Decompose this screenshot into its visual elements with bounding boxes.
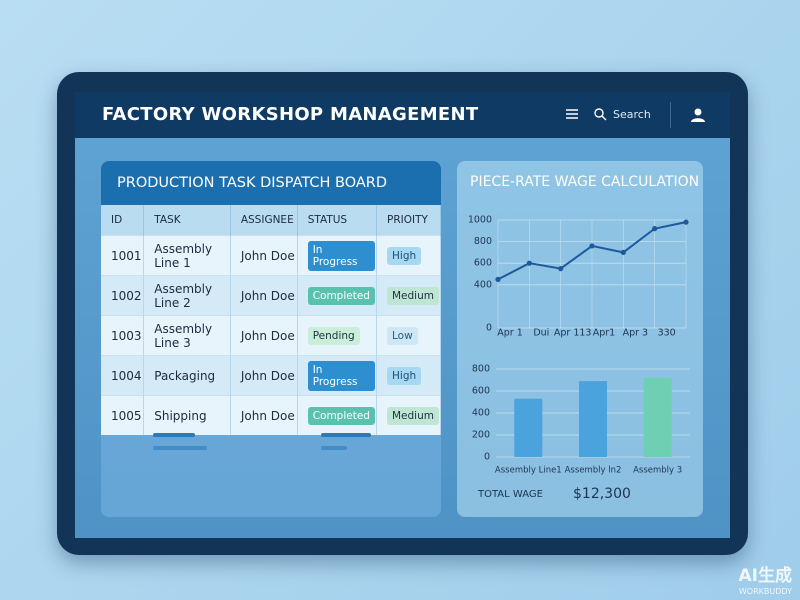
priority-badge: High [387, 246, 422, 265]
cell: 1005 [101, 395, 145, 435]
user-icon[interactable] [690, 107, 706, 123]
priority-badge: Low [387, 326, 418, 345]
x-tick-label: Apr 3 [623, 328, 649, 339]
bar [643, 377, 672, 457]
decor-line [321, 433, 371, 437]
point [683, 219, 689, 225]
cell: Medium [376, 395, 441, 435]
dispatch-board: PRODUCTION TASK DISPATCH BOARD ID TASK A… [101, 161, 441, 517]
point [558, 266, 564, 272]
y-tick-label: 800 [472, 364, 490, 375]
cell: In Progress [297, 355, 378, 396]
wage-title: PIECE-RATE WAGE CALCULATION [470, 174, 700, 190]
x-tick-label: Assembly ln2 [565, 466, 622, 476]
status-badge: Completed [307, 406, 375, 425]
y-tick-label: 400 [474, 279, 492, 290]
cell: 1003 [101, 315, 145, 356]
point [495, 276, 501, 282]
point [620, 249, 626, 255]
status-badge: Completed [307, 286, 375, 305]
total-label: TOTAL WAGE [477, 489, 543, 500]
wage-charts: TOTAL WAGE $12,300 0 400 600 800 1000 Apr 1 Du… [468, 215, 690, 502]
col-header: ASSIGNEE [230, 205, 298, 236]
status-badge: Pending [307, 326, 360, 345]
bar [579, 381, 607, 457]
divider [670, 102, 671, 128]
point [589, 243, 595, 249]
task-row[interactable]: 1004 Packaging John Doe In Progress High [101, 355, 441, 396]
menu-icon[interactable] [565, 108, 579, 120]
cell: High [376, 235, 441, 276]
status-badge: In Progress [307, 360, 375, 391]
y-tick-label: 200 [472, 430, 490, 441]
cell: High [376, 355, 441, 396]
search-icon[interactable] [593, 107, 607, 121]
col-header: ID [101, 205, 145, 236]
cell: Assembly Line 1 [143, 235, 231, 276]
col-header: TASK [143, 205, 231, 236]
cell: Completed [297, 275, 378, 316]
priority-badge: Medium [387, 286, 439, 305]
cell: 1001 [101, 235, 145, 276]
y-tick-label: 1000 [468, 215, 492, 226]
col-header: PRIOITY [376, 205, 441, 236]
decor-line [153, 446, 207, 450]
screen: FACTORY WORKSHOP MANAGEMENT Search PRODU… [75, 92, 730, 538]
task-row[interactable]: 1003 Assembly Line 3 John Doe Pending Low [101, 315, 441, 356]
cell: In Progress [297, 235, 378, 276]
status-badge: In Progress [307, 240, 375, 271]
task-row[interactable]: 1001 Assembly Line 1 John Doe In Progress Hi… [101, 235, 441, 276]
watermark: AI生成 [738, 566, 792, 586]
cell: 1004 [101, 355, 145, 396]
cell: Pending [297, 315, 378, 356]
cell: John Doe [230, 275, 298, 316]
cell: Shipping [143, 395, 231, 435]
x-tick-label: Assembly 3 [633, 466, 682, 476]
cell: John Doe [230, 395, 298, 435]
y-tick-label: 800 [474, 236, 492, 247]
app-title: FACTORY WORKSHOP MANAGEMENT [102, 104, 479, 125]
priority-badge: Medium [387, 406, 439, 425]
cell: John Doe [230, 315, 298, 356]
y-tick-label: 400 [472, 408, 490, 419]
y-tick-label: 0 [484, 452, 490, 463]
x-tick-label: Dui [533, 328, 549, 339]
cell: Medium [376, 275, 441, 316]
x-tick-label: Apr1 [593, 328, 615, 339]
x-tick-label: Apr 1 [497, 328, 523, 339]
cell: 1002 [101, 275, 145, 316]
watermark-sub: WORKBUDDY [738, 587, 792, 596]
decor-line [321, 446, 347, 450]
cell: Packaging [143, 355, 231, 396]
cell: Assembly Line 2 [143, 275, 231, 316]
header: FACTORY WORKSHOP MANAGEMENT Search [75, 92, 730, 138]
x-tick-label: Apr 113 [554, 328, 592, 339]
cell: Assembly Line 3 [143, 315, 231, 356]
task-table: ID TASK ASSIGNEE STATUS PRIOITY 1001 Asse… [101, 205, 441, 435]
y-tick-label: 600 [474, 258, 492, 269]
board-title: PRODUCTION TASK DISPATCH BOARD [101, 161, 441, 205]
priority-badge: High [387, 366, 422, 385]
y-tick-label: 0 [486, 323, 492, 334]
wage-panel: PIECE-RATE WAGE CALCULATION TOTAL WAGE $… [457, 161, 703, 517]
point [652, 226, 658, 232]
search-input[interactable]: Search [613, 108, 651, 121]
cell: John Doe [230, 355, 298, 396]
x-tick-label: Assembly Line1 [495, 466, 562, 476]
total-value: $12,300 [573, 486, 631, 502]
bar [514, 398, 543, 457]
cell: Low [376, 315, 441, 356]
cell: Completed [297, 395, 378, 435]
header-row: ID TASK ASSIGNEE STATUS PRIOITY [101, 205, 441, 236]
col-header: STATUS [297, 205, 378, 236]
task-row[interactable]: 1005 Shipping John Doe Completed Medium [101, 395, 441, 435]
cell: John Doe [230, 235, 298, 276]
decor-line [153, 433, 195, 437]
point [526, 260, 532, 266]
x-tick-label: 330 [658, 328, 676, 339]
task-row[interactable]: 1002 Assembly Line 2 John Doe Completed Medi… [101, 275, 441, 316]
y-tick-label: 600 [472, 386, 490, 397]
